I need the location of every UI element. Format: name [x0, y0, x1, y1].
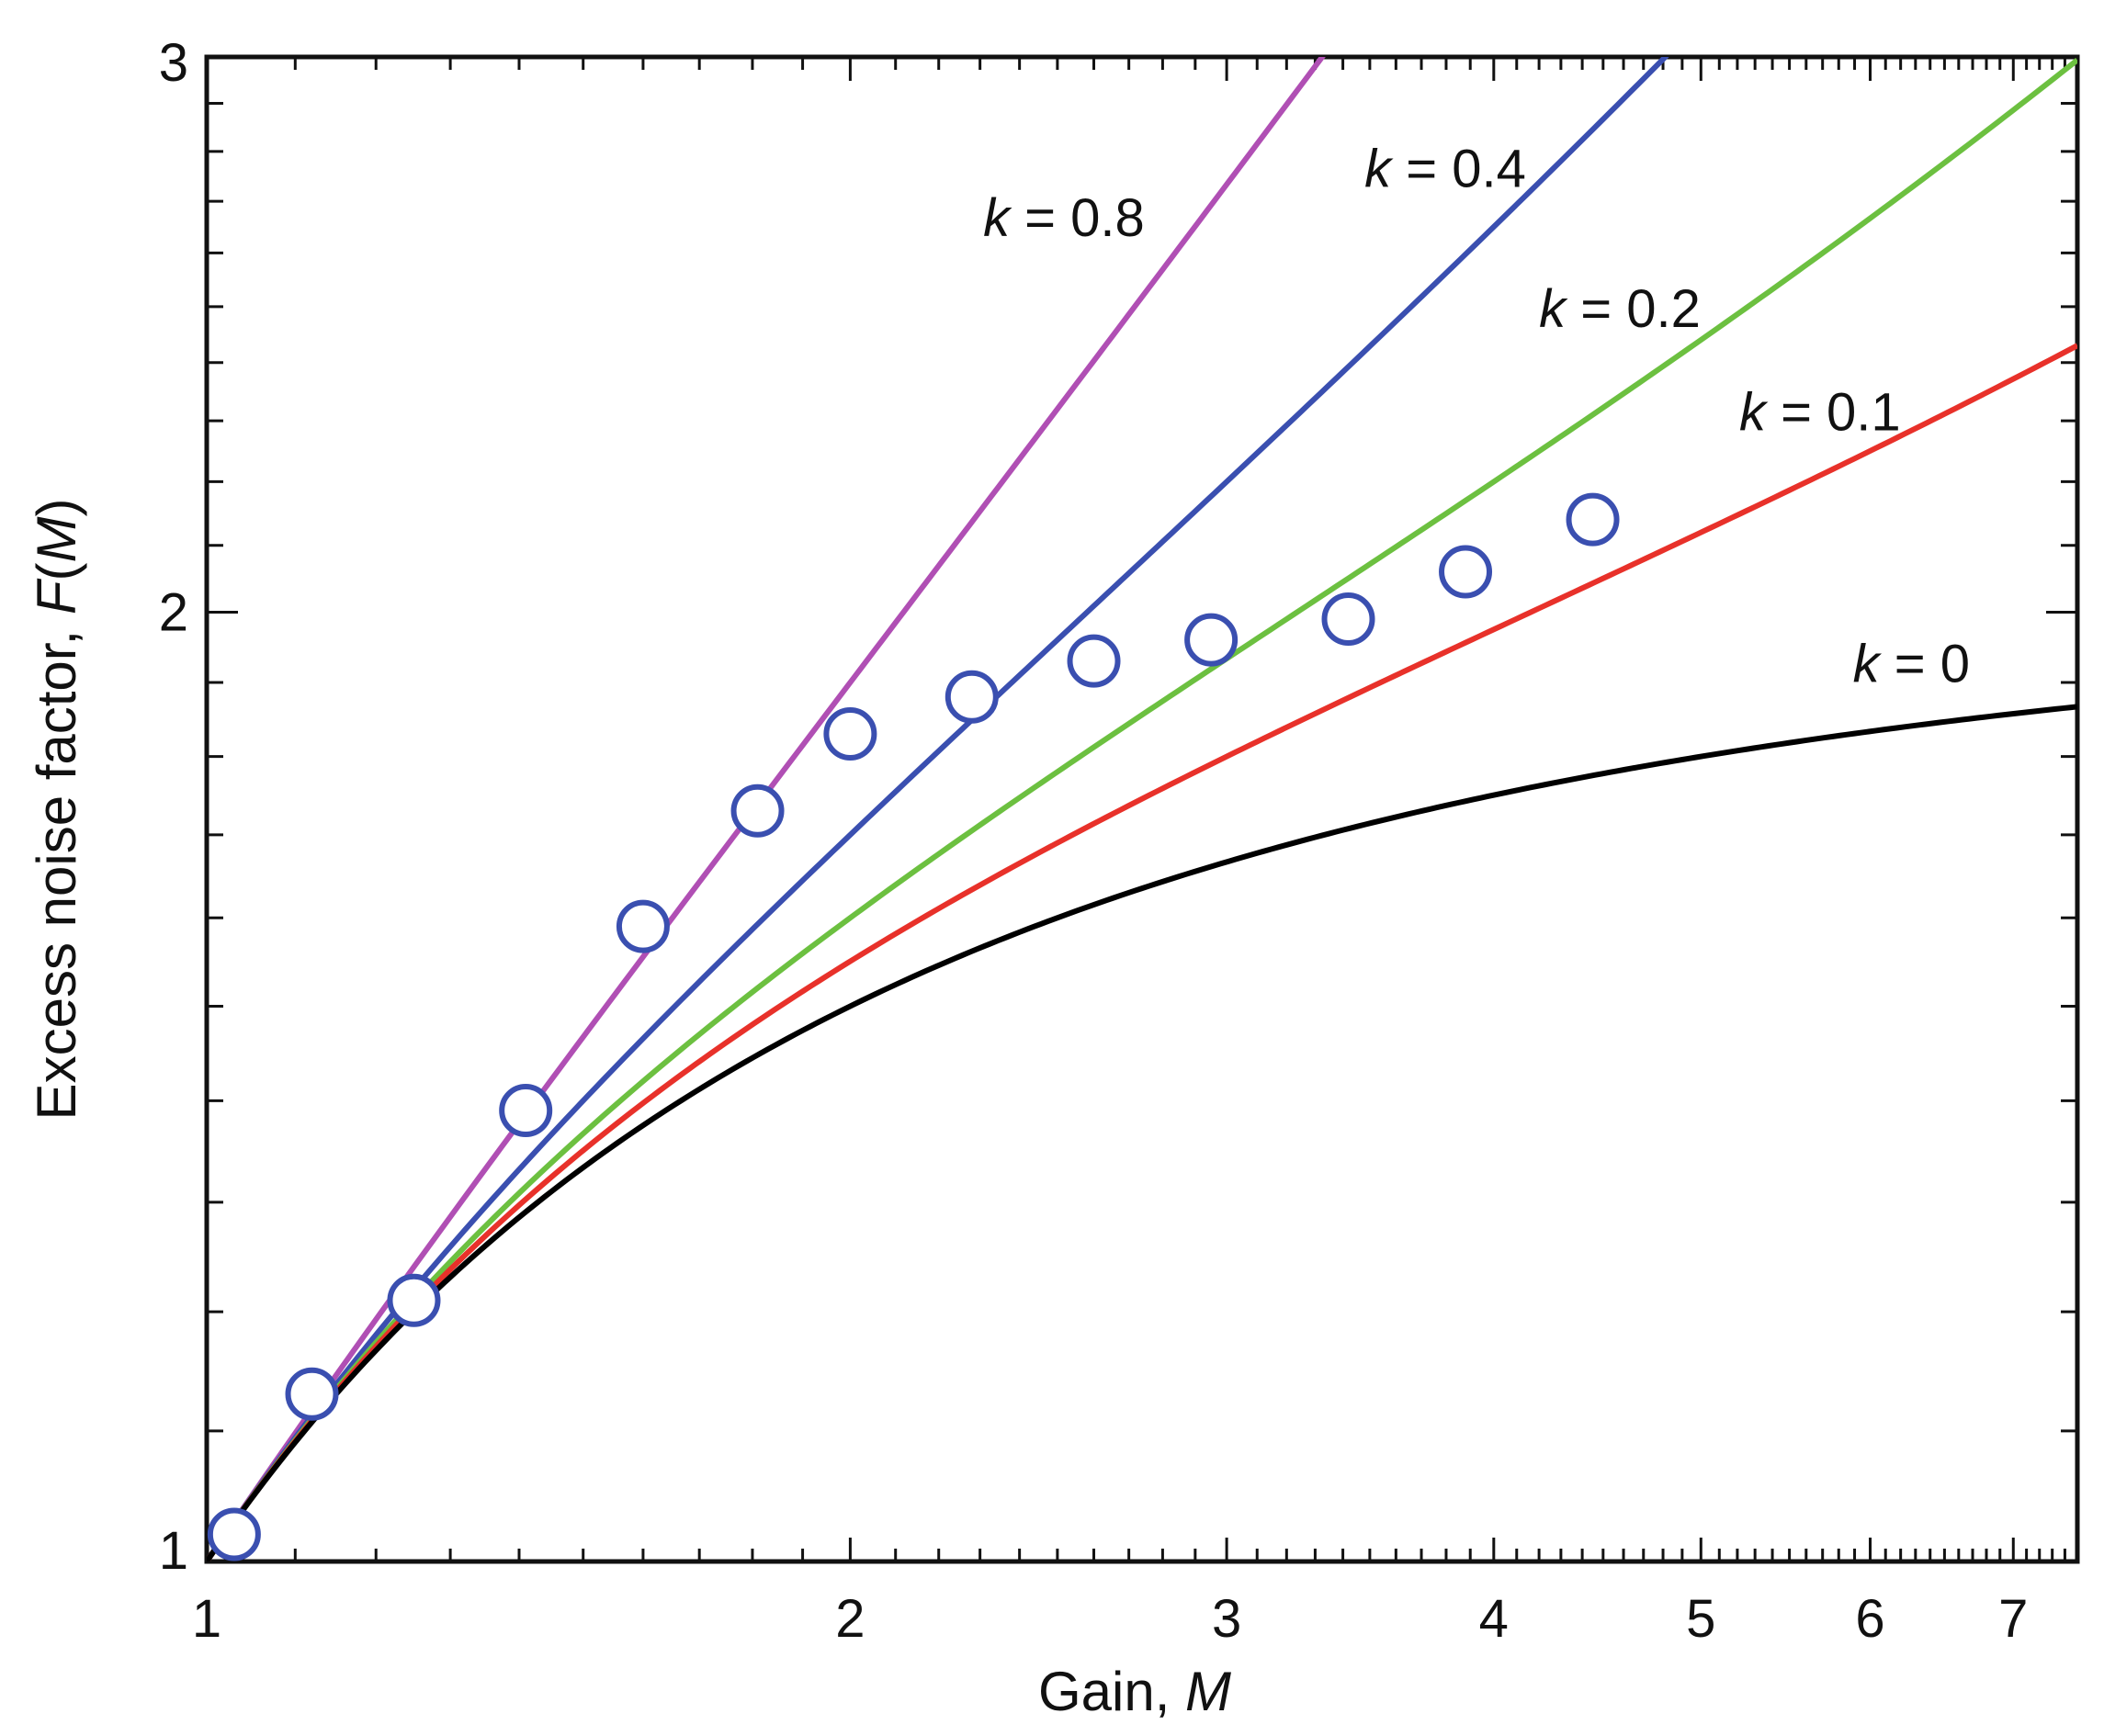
data-point [1067, 634, 1121, 688]
x-tick-label: 5 [1686, 1589, 1715, 1649]
measured-points [207, 492, 1620, 1561]
data-point [285, 1367, 339, 1421]
data-point [823, 706, 877, 761]
y-tick-label: 2 [159, 583, 188, 643]
plot-frame [204, 54, 2080, 1564]
data-point [1184, 613, 1239, 667]
data-point [945, 670, 999, 724]
data-point [1321, 592, 1375, 647]
series-line-k-0 [207, 704, 2077, 1561]
curve-labels: k = 0.8 k = 0.4 k = 0.2 k = 0.1 k = 0 [983, 139, 1970, 693]
series-line-k-0-2 [207, 57, 2077, 1561]
y-axis-title: Excess noise factor, F(M) [26, 499, 87, 1121]
curve-label-k-0-4: k = 0.4 [1364, 139, 1526, 198]
data-point [730, 783, 785, 838]
curve-label-k-0-8: k = 0.8 [983, 188, 1145, 248]
x-tick-label: 7 [1998, 1589, 2028, 1649]
data-point [207, 1507, 261, 1561]
series-line-k-0-4 [207, 57, 1669, 1561]
data-point [499, 1084, 553, 1138]
x-tick-labels: 1 2 3 4 5 6 7 [192, 1589, 2029, 1649]
x-tick-label: 4 [1479, 1589, 1509, 1649]
data-point [387, 1273, 441, 1327]
y-tick-label: 3 [159, 33, 188, 93]
x-axis-title: Gain, M [1038, 1661, 1231, 1722]
curve-label-k-0: k = 0 [1853, 634, 1970, 693]
x-tick-label: 2 [835, 1589, 865, 1649]
curve-label-k-0-1: k = 0.1 [1739, 383, 1901, 443]
x-tick-label: 3 [1212, 1589, 1241, 1649]
axis-ticks [207, 57, 2079, 1561]
data-point [616, 899, 670, 953]
series-line-k-0-1 [207, 343, 2077, 1561]
x-tick-label: 1 [192, 1589, 221, 1649]
y-tick-labels: 1 2 3 [159, 33, 188, 1581]
data-point [1566, 492, 1620, 547]
data-point [1439, 545, 1493, 599]
curve-label-k-0-2: k = 0.2 [1539, 279, 1701, 339]
y-tick-label: 1 [159, 1521, 188, 1581]
x-tick-label: 6 [1855, 1589, 1884, 1649]
